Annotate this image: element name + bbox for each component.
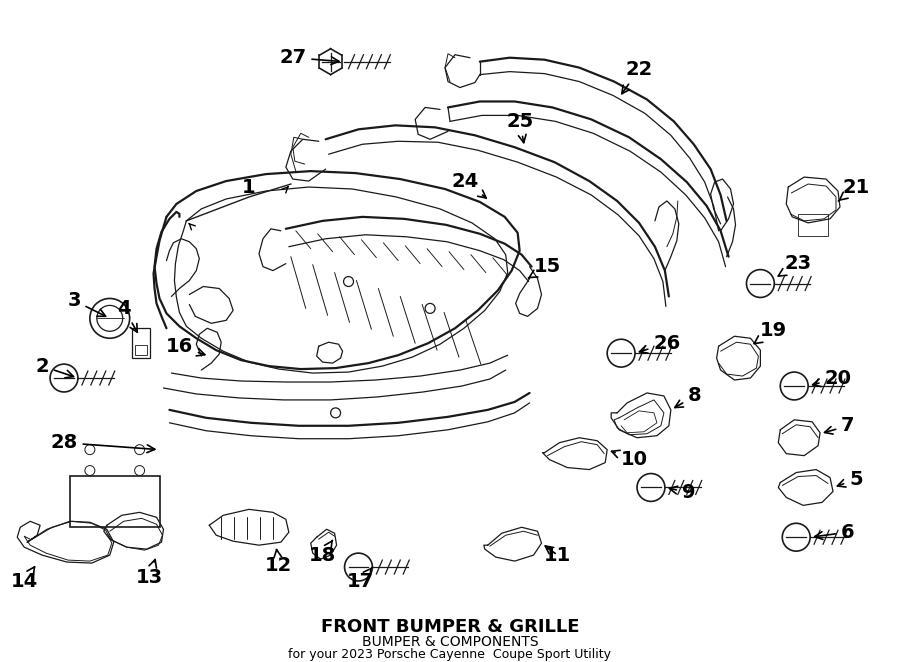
Text: 7: 7	[824, 416, 855, 436]
Text: 10: 10	[611, 450, 647, 469]
Text: 17: 17	[346, 567, 374, 591]
Bar	[798, 214, 828, 236]
Text: 13: 13	[136, 559, 163, 587]
Text: 4: 4	[117, 299, 138, 332]
Text: 8: 8	[675, 387, 701, 408]
Text: 23: 23	[778, 254, 812, 276]
Text: 16: 16	[166, 337, 205, 356]
Bar	[70, 475, 159, 527]
Text: 3: 3	[68, 291, 105, 316]
Text: 6: 6	[814, 523, 855, 542]
Text: 20: 20	[813, 369, 851, 387]
Text: FRONT BUMPER & GRILLE: FRONT BUMPER & GRILLE	[320, 618, 580, 636]
Text: 9: 9	[670, 483, 696, 502]
Text: 2: 2	[35, 357, 74, 378]
Text: for your 2023 Porsche Cayenne  Coupe Sport Utility: for your 2023 Porsche Cayenne Coupe Spor…	[289, 648, 611, 661]
Text: 12: 12	[266, 549, 292, 575]
Text: 26: 26	[640, 334, 680, 353]
Text: 5: 5	[837, 470, 863, 489]
Text: 25: 25	[506, 112, 534, 143]
Text: 28: 28	[50, 433, 155, 453]
Text: 15: 15	[528, 257, 561, 278]
Text: 14: 14	[11, 567, 38, 591]
Text: 21: 21	[839, 177, 869, 201]
Bar	[131, 328, 149, 358]
Text: 18: 18	[309, 540, 337, 565]
Text: BUMPER & COMPONENTS: BUMPER & COMPONENTS	[362, 635, 538, 649]
Text: 1: 1	[242, 177, 256, 197]
Text: 19: 19	[754, 321, 787, 344]
Text: 22: 22	[622, 60, 652, 94]
Text: 24: 24	[451, 171, 486, 198]
Text: 11: 11	[544, 545, 572, 565]
Text: 27: 27	[279, 48, 339, 68]
Bar	[135, 345, 147, 355]
